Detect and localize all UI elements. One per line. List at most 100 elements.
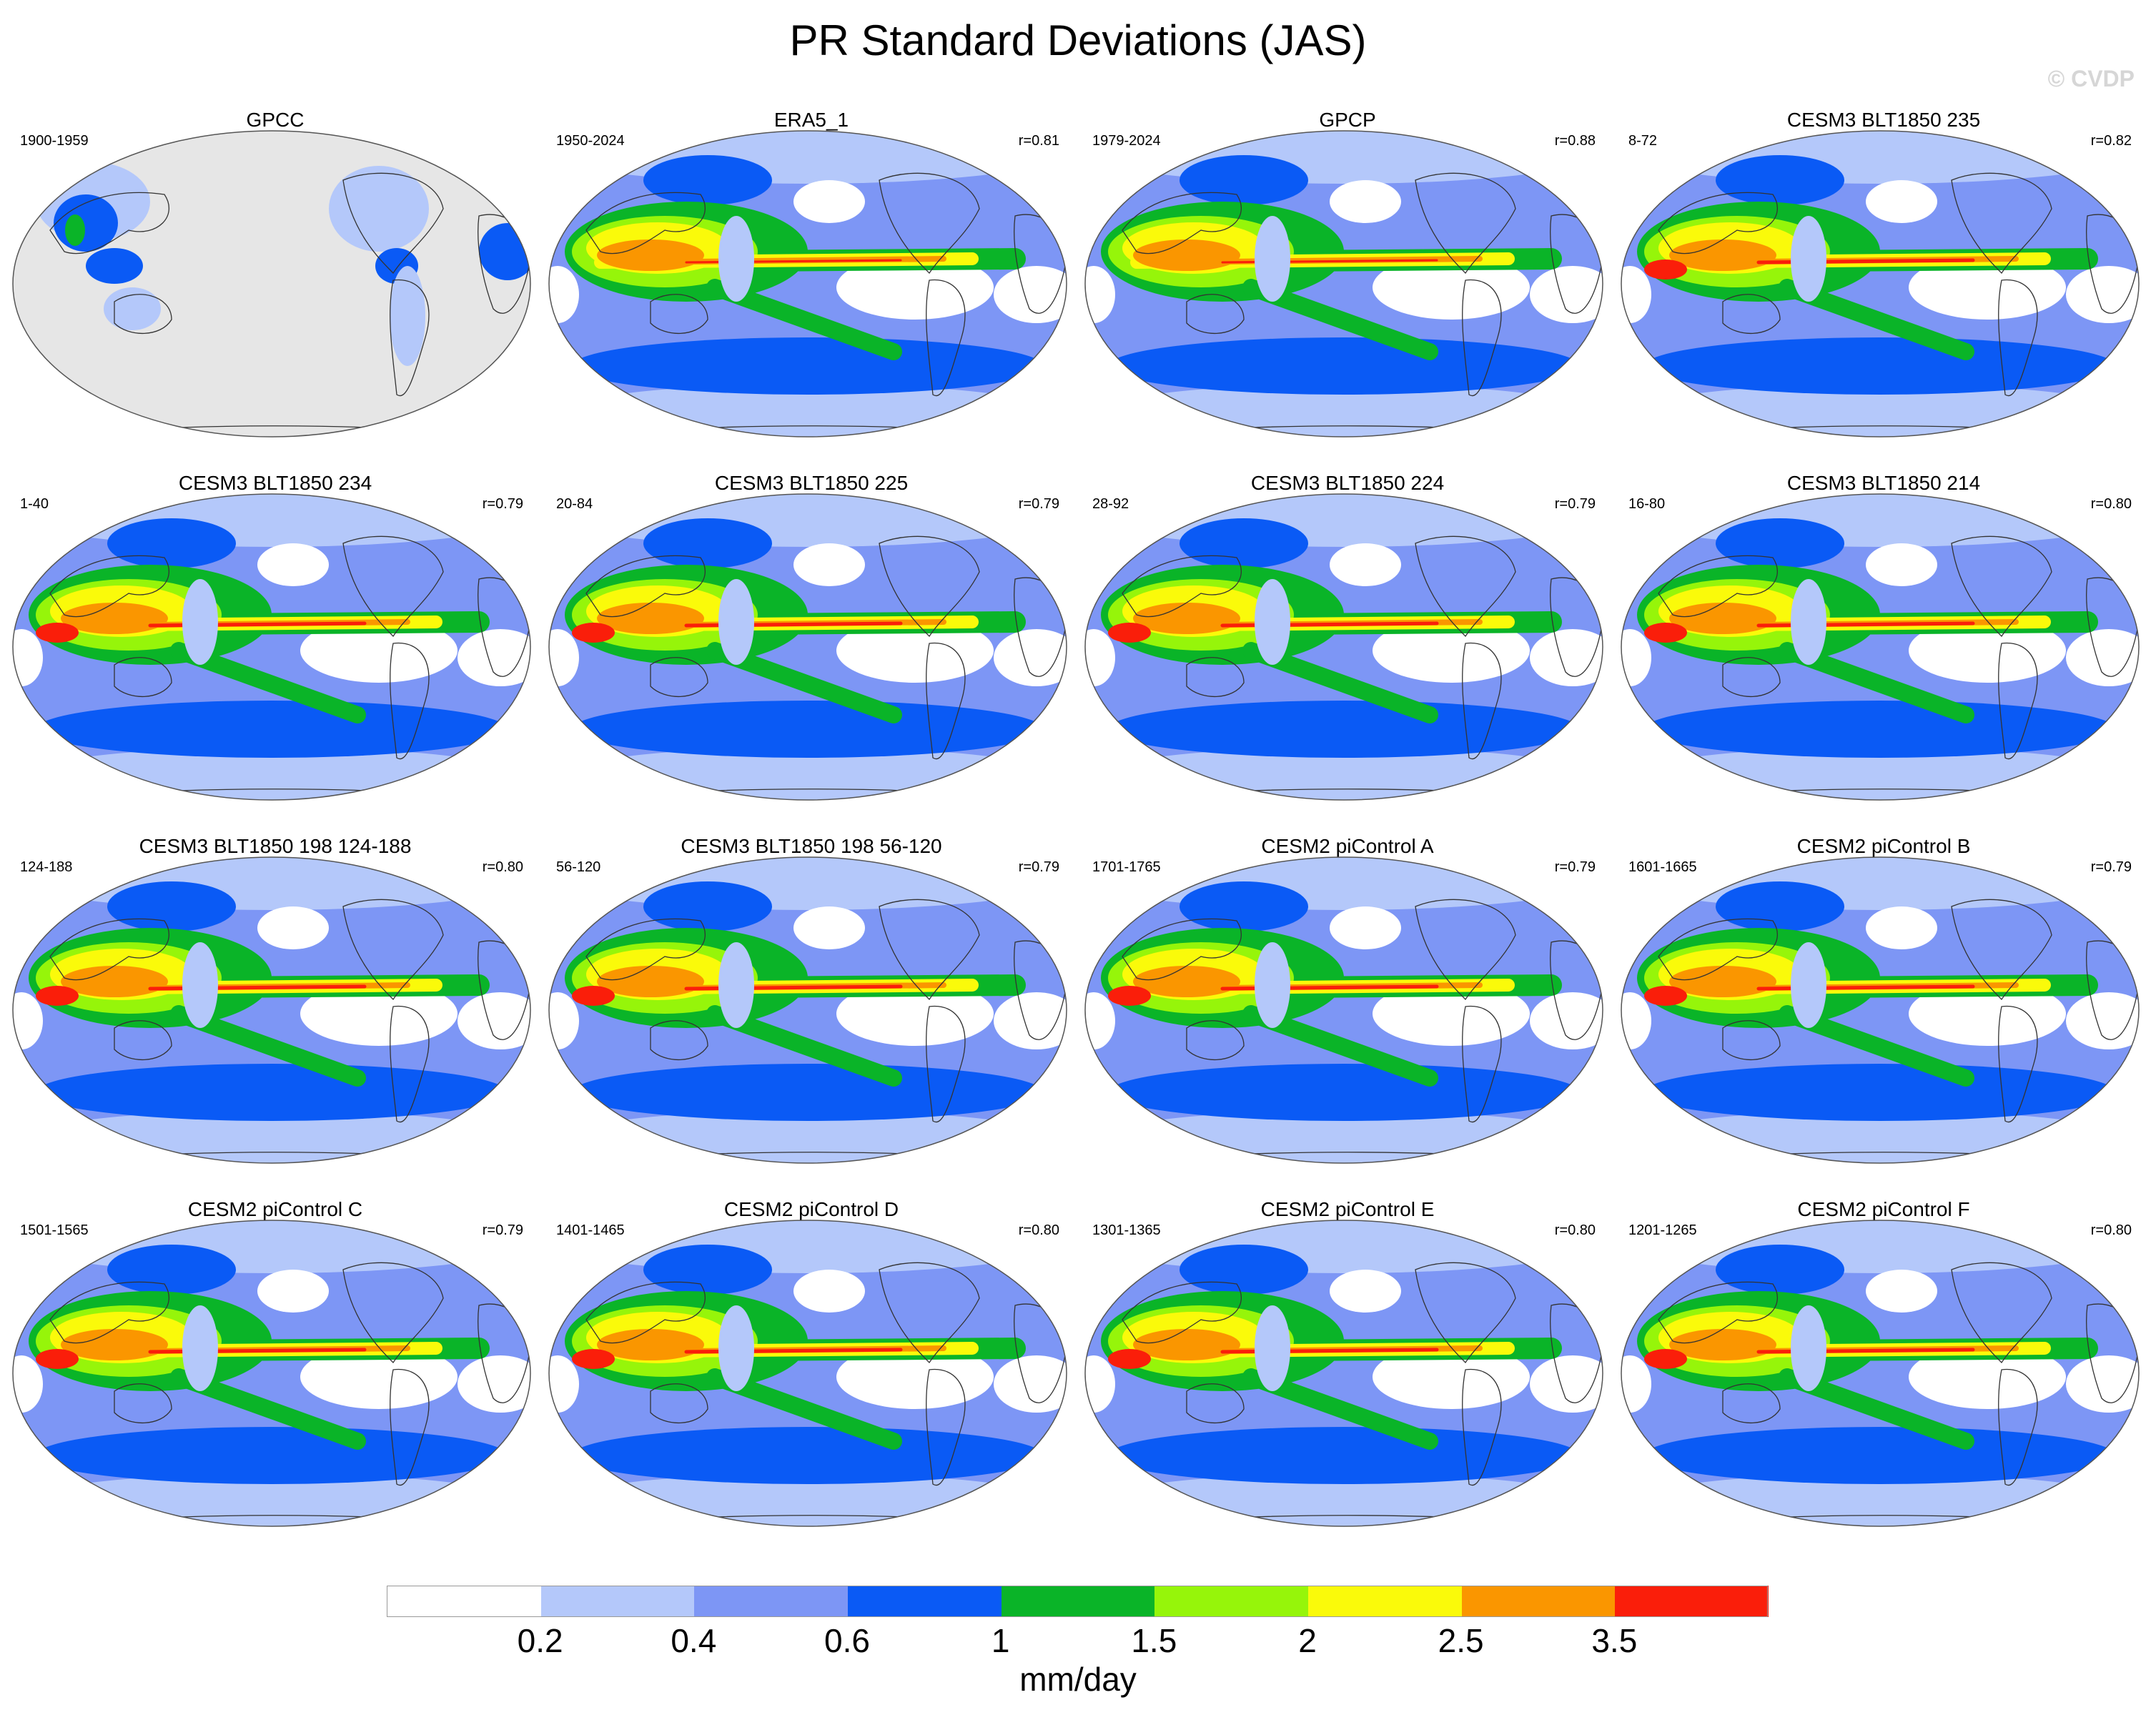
colorbar-segment <box>1460 1586 1616 1617</box>
coast-australia <box>1186 294 1245 335</box>
coast-asia <box>1122 192 1242 254</box>
spcz-band <box>1242 279 1438 360</box>
coast-australia <box>114 294 172 335</box>
coast-australia <box>650 1020 708 1061</box>
colorbar-tick-label: 1 <box>991 1622 1010 1659</box>
precip-std-map <box>1084 493 1603 801</box>
panel-title: GPCC <box>246 109 305 131</box>
dry-zone-north-pacific <box>793 180 865 223</box>
panel-correlation: r=0.79 <box>2090 859 2132 875</box>
dry-zone-north-pacific <box>793 906 865 949</box>
southern-storm-track <box>1108 337 1580 395</box>
map-panel: CESM3 BLT1850 235 8-72 r=0.82 <box>1616 109 2152 445</box>
coast-north-america <box>1415 1262 1516 1364</box>
panel-years: 1-40 <box>20 496 49 512</box>
panel-title: CESM3 BLT1850 198 56-120 <box>681 835 942 857</box>
coast-australia <box>650 1383 708 1424</box>
dry-zone-north-pacific <box>1866 180 1937 223</box>
coast-asia <box>1122 1281 1242 1344</box>
colorbar-tick-label: 0.6 <box>824 1622 870 1659</box>
warm-pool-red <box>1644 260 1687 280</box>
maritime-continent <box>182 579 218 665</box>
dry-zone-west <box>13 992 43 1049</box>
southern-storm-track <box>36 701 508 758</box>
maritime-continent <box>1255 216 1290 302</box>
southern-storm-track <box>36 1427 508 1484</box>
itcz-red <box>148 984 367 991</box>
coast-asia <box>585 192 706 254</box>
southern-storm-track <box>1644 1064 2116 1121</box>
land-precip-india <box>65 214 85 246</box>
dry-zone-west <box>1085 629 1115 686</box>
map-panel: GPCC 1900-1959 <box>7 109 543 445</box>
maritime-continent <box>718 216 754 302</box>
coast-asia <box>49 555 169 618</box>
land-precip-australia <box>104 287 161 330</box>
maritime-continent <box>1791 1305 1826 1391</box>
coast-australia <box>1186 1383 1245 1424</box>
coast-south-america <box>926 1368 966 1486</box>
map-panel: CESM3 BLT1850 225 20-84 r=0.79 <box>543 472 1079 808</box>
panel-years: 1900-1959 <box>20 133 89 149</box>
coast-south-america <box>926 642 966 760</box>
land-precip-north-america <box>329 166 429 252</box>
coast-north-america <box>1951 899 2052 1001</box>
spcz-band <box>170 1368 366 1450</box>
dry-zone-south-atlantic <box>994 992 1067 1049</box>
dry-zone-southeast-pacific <box>1909 255 2066 320</box>
colorbar-segment <box>387 1586 541 1617</box>
coast-north-america <box>879 899 980 1001</box>
maritime-continent <box>718 942 754 1028</box>
coast-north-america <box>1951 535 2052 638</box>
spcz-band <box>1779 642 1974 723</box>
coast-asia <box>1658 555 1778 618</box>
precip-std-map <box>548 856 1067 1164</box>
map-boundary <box>1621 493 2140 801</box>
colorbar-tick-label: 0.2 <box>517 1622 563 1659</box>
map-boundary <box>548 493 1067 801</box>
north-pacific-track <box>107 881 236 931</box>
dry-zone-west <box>13 1355 43 1413</box>
north-pacific-track <box>107 1245 236 1295</box>
panel-correlation: r=0.80 <box>1554 1222 1596 1238</box>
panel-correlation: r=0.79 <box>482 1222 523 1238</box>
north-pacific-track <box>1716 881 1844 931</box>
warm-pool-red <box>572 986 615 1006</box>
map-boundary <box>1084 130 1603 438</box>
colorbar-segment <box>1307 1586 1462 1617</box>
panel-years: 1501-1565 <box>20 1222 89 1238</box>
dry-zone-southeast-pacific <box>836 982 994 1046</box>
map-panel: CESM2 piControl B 1601-1665 r=0.79 <box>1616 835 2152 1171</box>
precip-std-map <box>548 493 1067 801</box>
panel-title: ERA5_1 <box>773 109 849 131</box>
panel-title: CESM3 BLT1850 224 <box>1250 472 1445 494</box>
north-pacific-track <box>1716 518 1844 568</box>
spcz-band <box>170 1005 366 1087</box>
panel-title: CESM2 piControl A <box>1261 835 1434 857</box>
colorbar <box>387 1586 1769 1617</box>
southern-storm-track <box>572 337 1044 395</box>
southern-storm-track <box>1108 701 1580 758</box>
coast-australia <box>1186 1020 1245 1061</box>
coast-asia <box>585 555 706 618</box>
dry-zone-southeast-pacific <box>1909 618 2066 683</box>
maritime-continent <box>1255 942 1290 1028</box>
dry-zone-south-atlantic <box>2066 1355 2139 1413</box>
panel-correlation: r=0.80 <box>1018 1222 1059 1238</box>
dry-zone-south-atlantic <box>994 629 1067 686</box>
coast-asia <box>1658 918 1778 981</box>
itcz-red <box>1756 621 1975 628</box>
coast-south-america <box>390 1005 430 1123</box>
maritime-continent <box>1791 216 1826 302</box>
coast-south-america <box>1998 1368 2038 1486</box>
panel-title: GPCP <box>1319 109 1376 131</box>
panel-correlation: r=0.80 <box>2090 1222 2132 1238</box>
panel-title: CESM3 BLT1850 234 <box>178 472 372 494</box>
coast-south-america <box>1462 279 1502 397</box>
spcz-band <box>706 279 902 360</box>
spcz-band <box>1779 1005 1974 1087</box>
panel-correlation: r=0.88 <box>1554 133 1596 149</box>
coast-asia <box>1658 192 1778 254</box>
precip-std-map <box>12 856 531 1164</box>
coast-asia <box>49 918 169 981</box>
